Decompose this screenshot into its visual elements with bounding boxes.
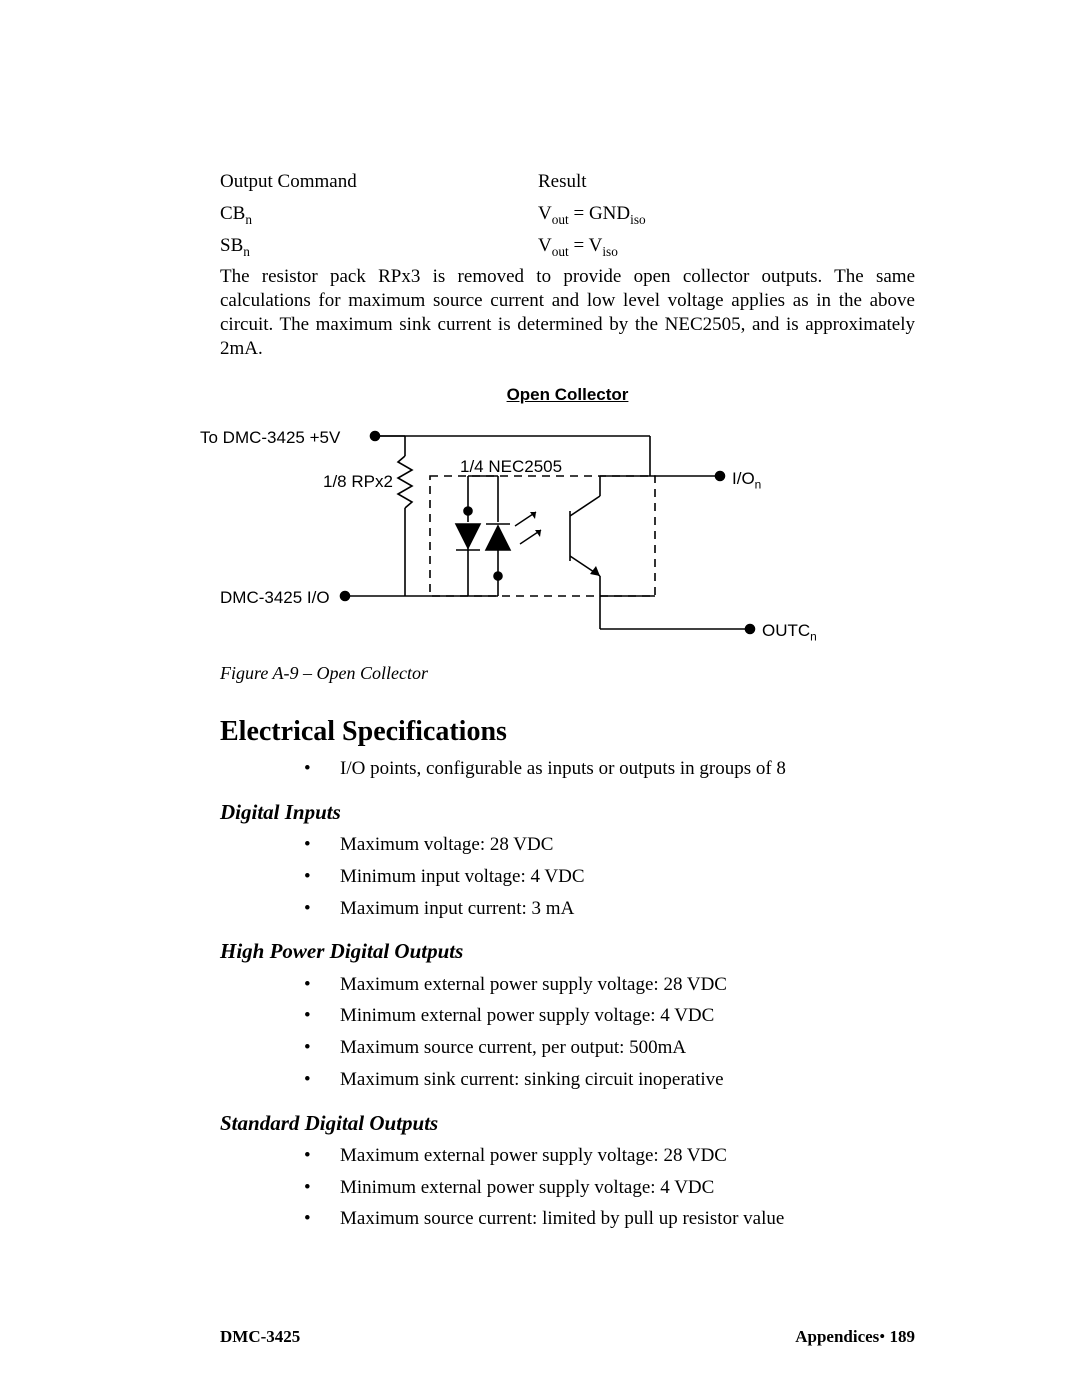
list-item: Minimum input voltage: 4 VDC: [304, 865, 915, 889]
diagram-label-outc: OUTCn: [762, 620, 817, 641]
label-text: I/O: [732, 469, 755, 488]
diagram-title: Open Collector: [220, 384, 915, 405]
subscript: n: [755, 477, 762, 491]
page-footer: DMC-3425 Appendices• 189: [220, 1326, 915, 1347]
page: Output Command Result CBn Vout = GNDiso …: [0, 0, 1080, 1397]
cell-text: V: [538, 203, 552, 224]
diagram-label-io: I/On: [732, 468, 761, 489]
table-cell: CBn: [220, 202, 538, 226]
bullet-list: Maximum external power supply voltage: 2…: [304, 1144, 915, 1231]
bullet-list: I/O points, configurable as inputs or ou…: [304, 757, 915, 781]
list-item: Minimum external power supply voltage: 4…: [304, 1176, 915, 1200]
description-paragraph: The resistor pack RPx3 is removed to pro…: [220, 265, 915, 360]
subscript: out: [552, 243, 569, 258]
list-item: Maximum input current: 3 mA: [304, 897, 915, 921]
table-header-col1: Output Command: [220, 170, 538, 194]
subscript: n: [243, 243, 250, 258]
bullet-list: Maximum external power supply voltage: 2…: [304, 973, 915, 1092]
table-cell: Vout = Viso: [538, 234, 915, 258]
cell-text: SB: [220, 235, 243, 256]
footer-section-label: Appendices: [795, 1327, 879, 1346]
table-cell: SBn: [220, 234, 538, 258]
bullet-list: Maximum voltage: 28 VDC Minimum input vo…: [304, 833, 915, 920]
diagram-label-dmc-io: DMC-3425 I/O: [220, 587, 330, 608]
cell-text: CB: [220, 203, 245, 224]
subscript: iso: [602, 243, 618, 258]
subsection-title: Standard Digital Outputs: [220, 1110, 915, 1136]
subscript: n: [245, 212, 252, 227]
label-text: OUTC: [762, 621, 810, 640]
footer-bullet: •: [879, 1327, 885, 1346]
subscript: iso: [630, 212, 646, 227]
list-item: Maximum external power supply voltage: 2…: [304, 973, 915, 997]
list-item: Maximum voltage: 28 VDC: [304, 833, 915, 857]
diagram-label-to-dmc: To DMC-3425 +5V: [200, 427, 340, 448]
cell-text: = V: [569, 235, 603, 256]
table-row: CBn Vout = GNDiso: [220, 202, 915, 226]
table-row: SBn Vout = Viso: [220, 234, 915, 258]
diagram-label-nec: 1/4 NEC2505: [460, 456, 562, 477]
table-header-row: Output Command Result: [220, 170, 915, 194]
table-cell: Vout = GNDiso: [538, 202, 915, 226]
subscript: out: [552, 212, 569, 227]
subscript: n: [810, 629, 817, 643]
table-header-col2: Result: [538, 170, 915, 194]
list-item: Maximum external power supply voltage: 2…: [304, 1144, 915, 1168]
diagram-svg-holder: To DMC-3425 +5V 1/8 RPx2 1/4 NEC2505 DMC…: [220, 416, 915, 656]
cell-text: V: [538, 235, 552, 256]
diagram-open-collector: Open Collector: [220, 384, 915, 684]
output-table: Output Command Result CBn Vout = GNDiso …: [220, 170, 915, 257]
footer-right: Appendices• 189: [795, 1326, 915, 1347]
section-title-electrical-specs: Electrical Specifications: [220, 714, 915, 749]
figure-caption: Figure A-9 – Open Collector: [220, 662, 915, 685]
footer-left: DMC-3425: [220, 1326, 300, 1347]
list-item: Minimum external power supply voltage: 4…: [304, 1004, 915, 1028]
list-item: Maximum source current: limited by pull …: [304, 1207, 915, 1231]
cell-text: = GND: [569, 203, 630, 224]
list-item: Maximum source current, per output: 500m…: [304, 1036, 915, 1060]
footer-page-number: 189: [890, 1327, 916, 1346]
subsection-title: High Power Digital Outputs: [220, 938, 915, 964]
subsection-title: Digital Inputs: [220, 799, 915, 825]
diagram-label-rpx2: 1/8 RPx2: [323, 471, 393, 492]
list-item: Maximum sink current: sinking circuit in…: [304, 1068, 915, 1092]
list-item: I/O points, configurable as inputs or ou…: [304, 757, 915, 781]
